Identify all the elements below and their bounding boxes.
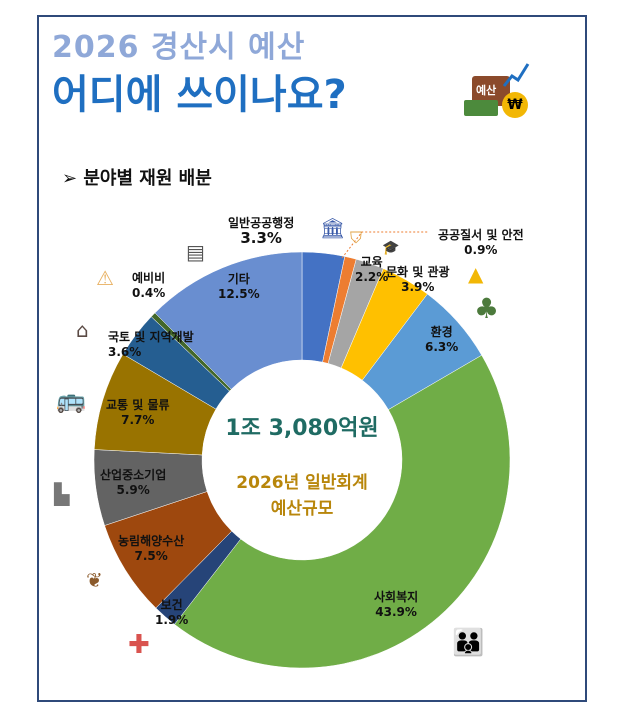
cat: 국토 및 지역개발 <box>108 330 194 344</box>
family-icon: 👪 <box>452 628 485 658</box>
bus-icon: 🚌 <box>56 386 86 414</box>
pct: 0.4% <box>132 286 166 300</box>
bank-icon: 🏛 <box>320 216 346 240</box>
cat: 교통 및 물류 <box>106 398 170 412</box>
cat: 기타 <box>227 272 250 286</box>
pct: 3.3% <box>240 229 282 247</box>
label-other: 기타 12.5% <box>218 272 260 302</box>
cat: 일반공공행정 <box>228 216 295 230</box>
frame <box>37 15 587 702</box>
pct: 6.3% <box>425 340 459 354</box>
title-main: 어디에 쓰이나요? <box>52 72 347 118</box>
label-social-welfare: 사회복지 43.9% <box>374 590 418 620</box>
cat: 사회복지 <box>374 590 419 604</box>
pct: 3.9% <box>401 280 435 294</box>
tree-icon: ♣ <box>474 292 500 325</box>
pct: 1.9% <box>155 613 189 627</box>
cat: 산업중소기업 <box>100 468 167 482</box>
label-health: 보건 1.9% <box>155 598 188 628</box>
pct: 0.9% <box>464 243 498 257</box>
label-general-admin: 일반공공행정 3.3% <box>228 216 294 246</box>
caption-line2: 예산규모 <box>270 499 334 519</box>
section-heading: ➢ 분야별 재원 배분 <box>62 168 212 189</box>
shield-icon: ⛉ <box>350 228 363 247</box>
label-reserve: 예비비 0.4% <box>132 271 165 301</box>
title-year: 2026 경산시 예산 <box>52 30 306 65</box>
pct: 7.5% <box>134 549 168 563</box>
graduation-cap-icon: 🎓 <box>382 240 400 256</box>
label-transport: 교통 및 물류 7.7% <box>106 398 170 428</box>
cat: 농림해양수산 <box>118 534 185 548</box>
cat: 교육 <box>360 255 383 269</box>
pagoda-icon: ▲ <box>468 262 484 286</box>
cat: 환경 <box>430 325 453 339</box>
budget-badge: 예산 <box>476 84 497 97</box>
cat: 문화 및 관광 <box>386 265 450 279</box>
pct: 7.7% <box>121 413 155 427</box>
label-agriculture: 농림해양수산 7.5% <box>118 534 184 564</box>
total-budget: 1조 3,080억원 <box>225 416 379 441</box>
leader-line-public-safety <box>341 231 428 259</box>
pct: 12.5% <box>218 287 260 301</box>
budget-money-icon: 예산 ₩ <box>462 60 532 120</box>
pct: 3.6% <box>108 345 142 359</box>
label-environment: 환경 6.3% <box>425 325 458 355</box>
caption-line1: 2026년 일반회계 <box>236 473 368 493</box>
label-culture: 문화 및 관광 3.9% <box>386 265 450 295</box>
label-industry: 산업중소기업 5.9% <box>100 468 166 498</box>
label-public-safety: 공공질서 및 안전 0.9% <box>438 228 524 258</box>
label-education: 교육 2.2% <box>355 255 388 285</box>
cat: 예비비 <box>132 271 166 285</box>
warning-icon: ⚠ <box>96 266 114 290</box>
pct: 43.9% <box>375 605 417 619</box>
sprout-icon: ❦ <box>86 568 103 592</box>
cat: 공공질서 및 안전 <box>438 228 524 242</box>
donut-slice-13 <box>154 251 303 390</box>
factory-icon: ▙ <box>54 482 70 506</box>
document-icon: ▤ <box>186 240 205 264</box>
label-land-dev: 국토 및 지역개발 3.6% <box>108 330 194 360</box>
medical-cross-icon: ✚ <box>128 630 150 660</box>
house-icon: ⌂ <box>76 318 89 342</box>
pct: 2.2% <box>355 270 389 284</box>
pct: 5.9% <box>116 483 150 497</box>
cat: 보건 <box>160 598 183 612</box>
